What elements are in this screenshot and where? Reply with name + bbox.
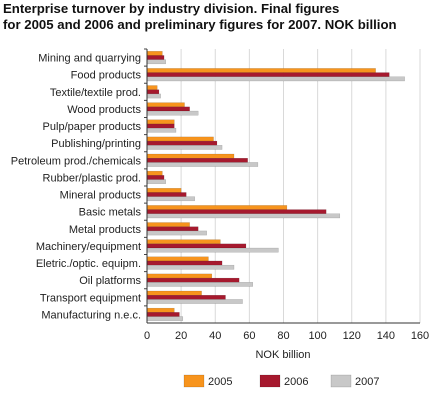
bar-2005 xyxy=(146,307,175,313)
bar-2005 xyxy=(146,239,221,245)
bar-2007 xyxy=(146,282,253,287)
bar-2005 xyxy=(146,153,235,159)
category-label: Textile/textile prod. xyxy=(50,87,141,99)
chart-title-line-1: Enterprise turnover by industry division… xyxy=(3,1,340,16)
bar-2007 xyxy=(146,299,243,304)
x-tick-label: 120 xyxy=(343,330,361,342)
axes xyxy=(144,48,420,324)
x-tick-label: 80 xyxy=(277,330,289,342)
bar-2006 xyxy=(146,260,223,266)
bar-2005 xyxy=(146,170,163,176)
x-tick-labels: 0 20 40 60 80 100 120 140 160 xyxy=(144,330,429,342)
bar-2006 xyxy=(146,55,165,60)
category-label: Publishing/printing xyxy=(51,138,141,150)
bar-2007 xyxy=(146,213,341,219)
bar-2005 xyxy=(146,188,182,193)
category-label: Mining and quarrying xyxy=(38,53,141,65)
x-tick-label: 0 xyxy=(144,330,150,342)
bar-series xyxy=(146,51,405,321)
bar-2006 xyxy=(146,209,327,214)
bar-2005 xyxy=(146,290,202,296)
category-label: Basic metals xyxy=(79,207,142,219)
legend-label-2005: 2005 xyxy=(208,376,232,388)
legend-swatch-2006 xyxy=(259,374,281,388)
bar-2007 xyxy=(146,127,177,133)
category-label: Metal products xyxy=(69,224,142,236)
bar-2007 xyxy=(146,59,166,65)
bar-2006 xyxy=(146,106,190,112)
bar-2007 xyxy=(146,76,405,82)
legend-swatch-2007 xyxy=(330,374,352,388)
bar-2005 xyxy=(146,68,376,73)
x-tick-label: 40 xyxy=(209,330,221,342)
bar-2006 xyxy=(146,192,187,197)
bar-2006 xyxy=(146,226,199,232)
x-tick-label: 20 xyxy=(175,330,187,342)
category-label: Oil platforms xyxy=(79,275,141,287)
bar-2007 xyxy=(146,196,195,202)
legend-label-2007: 2007 xyxy=(355,376,379,388)
category-label: Wood products xyxy=(67,104,141,116)
bar-2007 xyxy=(146,145,223,150)
bar-2005 xyxy=(146,102,185,108)
bar-2007 xyxy=(146,247,279,253)
chart-title: Enterprise turnover by industry division… xyxy=(3,1,427,33)
legend-label-2006: 2006 xyxy=(284,376,308,388)
bar-2007 xyxy=(146,264,235,270)
bar-2006 xyxy=(146,158,248,163)
bar-2005 xyxy=(146,85,158,90)
x-tick-label: 160 xyxy=(411,330,429,342)
category-label: Rubber/plastic prod. xyxy=(43,172,141,184)
bar-2007 xyxy=(146,93,161,99)
bar-2005 xyxy=(146,205,288,210)
category-labels: Mining and quarrying Food products Textile… xyxy=(11,53,142,322)
x-tick-label: 60 xyxy=(243,330,255,342)
category-label: Petroleum prod./chemicals xyxy=(11,155,142,167)
x-tick-label: 100 xyxy=(308,330,326,342)
x-axis-title: NOK billion xyxy=(255,349,310,361)
category-label: Machinery/equipment xyxy=(36,241,141,253)
bar-2005 xyxy=(146,119,175,125)
bar-2006 xyxy=(146,72,390,77)
bar-2005 xyxy=(146,136,214,142)
bar-2005 xyxy=(146,51,163,56)
chart-title-line-2: for 2005 and 2006 and preliminary figure… xyxy=(3,17,397,32)
bar-2006 xyxy=(146,175,165,180)
x-tick-label: 140 xyxy=(377,330,395,342)
bar-2006 xyxy=(146,277,240,283)
bar-2007 xyxy=(146,162,259,167)
bar-2006 xyxy=(146,243,247,249)
category-label: Eletric./optic. equipm. xyxy=(36,258,141,270)
bar-2006 xyxy=(146,123,175,129)
bar-2007 xyxy=(146,230,207,236)
bar-2006 xyxy=(146,89,160,95)
bar-2005 xyxy=(146,273,213,279)
bar-2006 xyxy=(146,140,218,146)
bar-2005 xyxy=(146,256,209,262)
bar-2006 xyxy=(146,312,180,317)
category-label: Transport equipment xyxy=(40,292,141,304)
bar-2007 xyxy=(146,316,184,321)
bar-2007 xyxy=(146,179,166,184)
legend-swatch-2005 xyxy=(183,374,205,388)
category-label: Pulp/paper products xyxy=(43,121,142,133)
category-label: Manufacturing n.e.c. xyxy=(41,309,141,321)
category-label: Food products xyxy=(71,70,142,82)
legend: 2005 2006 2007 xyxy=(183,374,379,388)
bar-2007 xyxy=(146,110,199,116)
bar-2006 xyxy=(146,295,226,300)
category-label: Mineral products xyxy=(60,190,142,202)
bar-2005 xyxy=(146,222,190,227)
